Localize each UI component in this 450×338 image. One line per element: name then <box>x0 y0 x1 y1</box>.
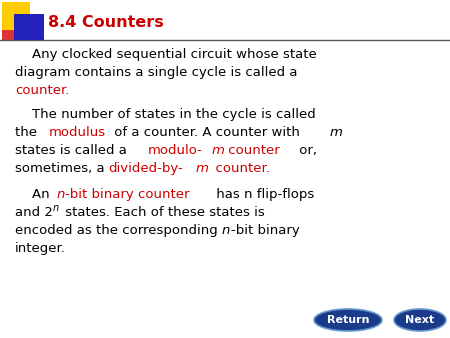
Text: m: m <box>196 162 209 175</box>
Ellipse shape <box>314 309 382 331</box>
Bar <box>2 2 30 30</box>
Text: Next: Next <box>405 315 435 325</box>
Ellipse shape <box>394 309 446 331</box>
Text: divided-by-: divided-by- <box>108 162 183 175</box>
Text: modulo-: modulo- <box>148 144 203 157</box>
Text: 8.4 Counters: 8.4 Counters <box>48 15 164 30</box>
Text: -bit binary counter: -bit binary counter <box>65 188 189 201</box>
Text: Any clocked sequential circuit whose state: Any clocked sequential circuit whose sta… <box>15 48 317 61</box>
Text: states is called a: states is called a <box>15 144 131 157</box>
Text: encoded as the corresponding: encoded as the corresponding <box>15 224 222 237</box>
Text: n: n <box>57 188 65 201</box>
Text: modulus: modulus <box>49 126 106 139</box>
Text: diagram contains a single cycle is called a: diagram contains a single cycle is calle… <box>15 66 297 79</box>
Text: and 2: and 2 <box>15 206 53 219</box>
Text: of a counter. A counter with: of a counter. A counter with <box>110 126 304 139</box>
Text: The number of states in the cycle is called: The number of states in the cycle is cal… <box>15 108 316 121</box>
Text: m: m <box>212 144 225 157</box>
Text: -bit binary: -bit binary <box>231 224 300 237</box>
Text: n: n <box>53 203 59 213</box>
Text: has n flip-flops: has n flip-flops <box>212 188 314 201</box>
Text: or,: or, <box>295 144 317 157</box>
Text: counter: counter <box>224 144 280 157</box>
Text: sometimes, a: sometimes, a <box>15 162 109 175</box>
Bar <box>2 18 27 40</box>
Text: counter.: counter. <box>207 162 270 175</box>
Text: counter.: counter. <box>15 84 69 97</box>
Text: n: n <box>222 224 230 237</box>
Text: Return: Return <box>327 315 369 325</box>
Text: the: the <box>15 126 41 139</box>
Bar <box>14 14 44 40</box>
Text: An: An <box>15 188 54 201</box>
Text: states. Each of these states is: states. Each of these states is <box>61 206 265 219</box>
Text: m: m <box>330 126 343 139</box>
Text: integer.: integer. <box>15 242 66 255</box>
